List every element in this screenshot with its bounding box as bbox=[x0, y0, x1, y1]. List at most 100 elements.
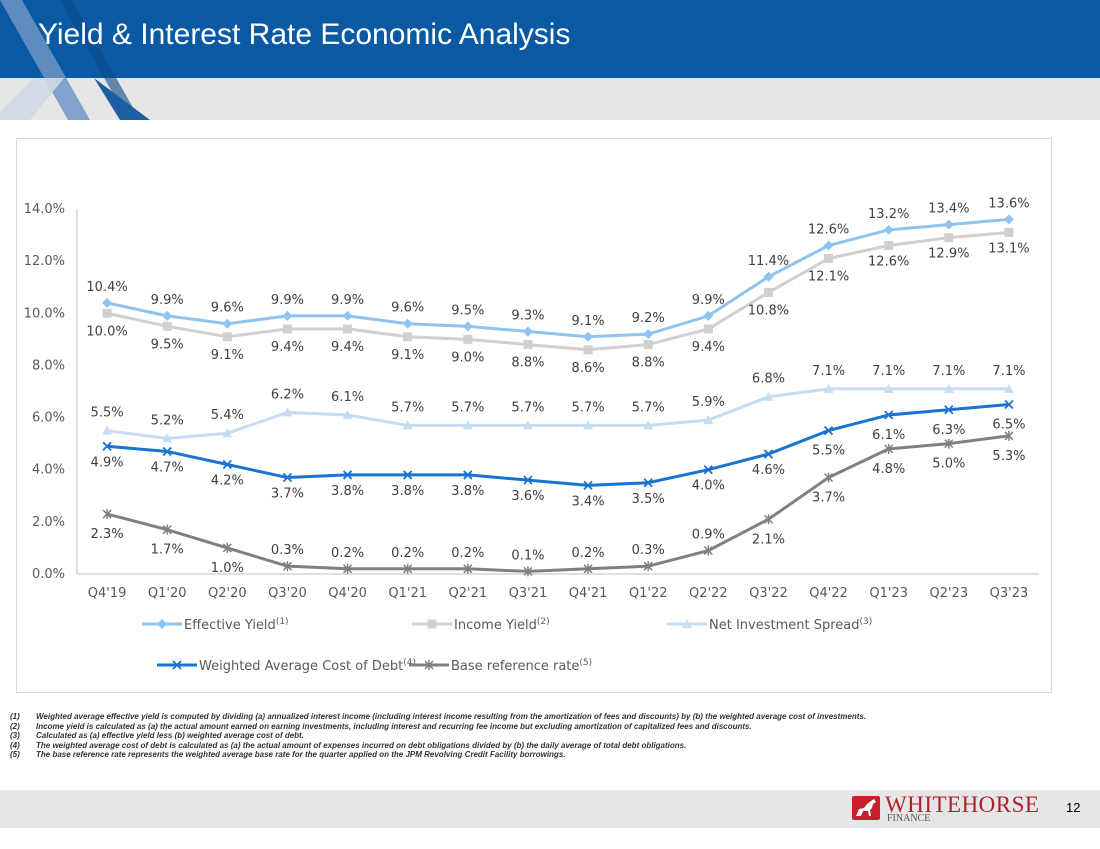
data-label: 0.1% bbox=[511, 548, 544, 563]
data-point bbox=[522, 420, 533, 430]
data-label: 0.2% bbox=[572, 546, 605, 561]
data-point bbox=[222, 332, 232, 342]
data-label: 9.1% bbox=[211, 348, 244, 363]
data-label: 3.4% bbox=[572, 494, 605, 509]
data-label: 10.0% bbox=[86, 324, 127, 339]
data-point bbox=[402, 420, 413, 430]
data-point bbox=[463, 334, 473, 344]
data-point bbox=[1003, 383, 1014, 393]
data-label: 9.2% bbox=[632, 311, 665, 326]
x-tick-label: Q3'20 bbox=[268, 586, 307, 601]
legend-label: Weighted Average Cost of Debt(4) bbox=[199, 658, 416, 674]
footnote-3: (3) Calculated as (a) effective yield les… bbox=[10, 731, 304, 741]
x-tick-label: Q3'23 bbox=[990, 586, 1029, 601]
footnote-2: (2) Income yield is calculated as (a) the… bbox=[10, 721, 752, 731]
data-label: 3.6% bbox=[511, 489, 544, 504]
header-subband bbox=[0, 78, 1100, 120]
data-label: 4.8% bbox=[872, 462, 905, 477]
data-label: 3.7% bbox=[271, 487, 304, 502]
y-tick-label: 4.0% bbox=[32, 463, 65, 478]
data-label: 9.3% bbox=[511, 309, 544, 324]
legend-label: Net Investment Spread(3) bbox=[709, 617, 872, 633]
data-label: 5.5% bbox=[91, 406, 124, 421]
data-label: 6.1% bbox=[331, 390, 364, 405]
data-point bbox=[424, 660, 434, 670]
header-decoration bbox=[0, 0, 150, 120]
data-label: 5.3% bbox=[992, 449, 1025, 464]
data-point bbox=[522, 326, 533, 337]
x-tick-label: Q2'21 bbox=[449, 586, 488, 601]
data-point bbox=[583, 345, 593, 355]
data-point bbox=[403, 470, 413, 480]
data-point bbox=[343, 563, 353, 574]
page-number: 12 bbox=[1066, 800, 1081, 815]
data-point bbox=[102, 425, 113, 435]
legend-superscript: (2) bbox=[537, 617, 550, 627]
data-label: 4.7% bbox=[151, 460, 184, 475]
data-label: 12.6% bbox=[868, 255, 909, 270]
data-point bbox=[763, 271, 774, 282]
data-point bbox=[463, 470, 473, 480]
logo-subtext: FINANCE bbox=[887, 813, 931, 824]
line-chart: 0.0% 2.0% 4.0% 6.0% 8.0% 10.0% 12.0% 14.0% Q4'19… bbox=[24, 196, 1039, 674]
data-point bbox=[824, 254, 834, 264]
data-point bbox=[763, 514, 773, 525]
y-tick-label: 6.0% bbox=[32, 411, 65, 426]
x-tick-label: Q4'20 bbox=[328, 586, 367, 601]
data-point bbox=[1003, 214, 1014, 225]
data-point bbox=[462, 420, 473, 430]
data-label: 8.8% bbox=[511, 356, 544, 371]
data-point bbox=[1004, 430, 1014, 441]
legend-label: Income Yield(2) bbox=[454, 617, 550, 633]
series-line bbox=[106, 230, 1010, 352]
data-point bbox=[162, 524, 172, 535]
x-tick-label: Q2'20 bbox=[208, 586, 247, 601]
data-label: 9.6% bbox=[391, 301, 424, 316]
series-weighted-average-cost-of-debt: 4.9% 4.7% 4.2% 3.7% 3.8% 3.8% 3.8% 3.6% 3.4% 3.5%… bbox=[91, 399, 1025, 509]
data-point bbox=[643, 329, 654, 340]
legend-superscript: (5) bbox=[579, 658, 592, 668]
data-point bbox=[282, 561, 292, 572]
data-point bbox=[427, 619, 437, 629]
data-point bbox=[523, 340, 533, 350]
data-point bbox=[403, 332, 413, 342]
data-point bbox=[884, 443, 894, 454]
data-point bbox=[1004, 227, 1014, 237]
data-point bbox=[342, 310, 353, 321]
data-label: 1.7% bbox=[151, 543, 184, 558]
data-label: 5.9% bbox=[692, 395, 725, 410]
series-line bbox=[106, 387, 1009, 440]
data-label: 13.1% bbox=[988, 241, 1029, 256]
data-label: 6.3% bbox=[932, 423, 965, 438]
x-tick-label: Q1'20 bbox=[148, 586, 187, 601]
data-label: 9.4% bbox=[331, 340, 364, 355]
data-label: 9.1% bbox=[391, 348, 424, 363]
data-point bbox=[943, 219, 954, 230]
data-label: 9.9% bbox=[692, 293, 725, 308]
data-label: 5.7% bbox=[391, 400, 424, 415]
y-tick-label: 10.0% bbox=[24, 306, 65, 321]
data-label: 7.1% bbox=[992, 364, 1025, 379]
data-point bbox=[462, 321, 473, 332]
data-label: 13.4% bbox=[928, 202, 969, 217]
data-point bbox=[282, 407, 293, 417]
whitehorse-logo: WHITEHORSE FINANCE bbox=[852, 792, 1052, 826]
data-label: 0.2% bbox=[451, 546, 484, 561]
x-tick-label: Q4'21 bbox=[569, 586, 608, 601]
legend-item: Income Yield(2) bbox=[412, 617, 550, 633]
data-point bbox=[282, 324, 292, 334]
data-label: 9.6% bbox=[211, 301, 244, 316]
data-label: 5.7% bbox=[632, 400, 665, 415]
series-net-investment-spread: 5.5% 5.2% 5.4% 6.2% 6.1% 5.7% 5.7% 5.7% 5.7% 5.7%… bbox=[91, 364, 1025, 443]
data-label: 7.1% bbox=[932, 364, 965, 379]
data-point bbox=[884, 241, 894, 250]
data-point bbox=[944, 438, 954, 449]
legend-superscript: (1) bbox=[276, 617, 289, 627]
data-label: 6.1% bbox=[872, 428, 905, 443]
data-label: 12.9% bbox=[928, 247, 969, 262]
x-tick-label: Q1'21 bbox=[388, 586, 427, 601]
data-point bbox=[703, 310, 714, 321]
legend-superscript: (3) bbox=[860, 617, 873, 627]
data-label: 5.7% bbox=[511, 400, 544, 415]
data-label: 11.4% bbox=[748, 254, 789, 269]
